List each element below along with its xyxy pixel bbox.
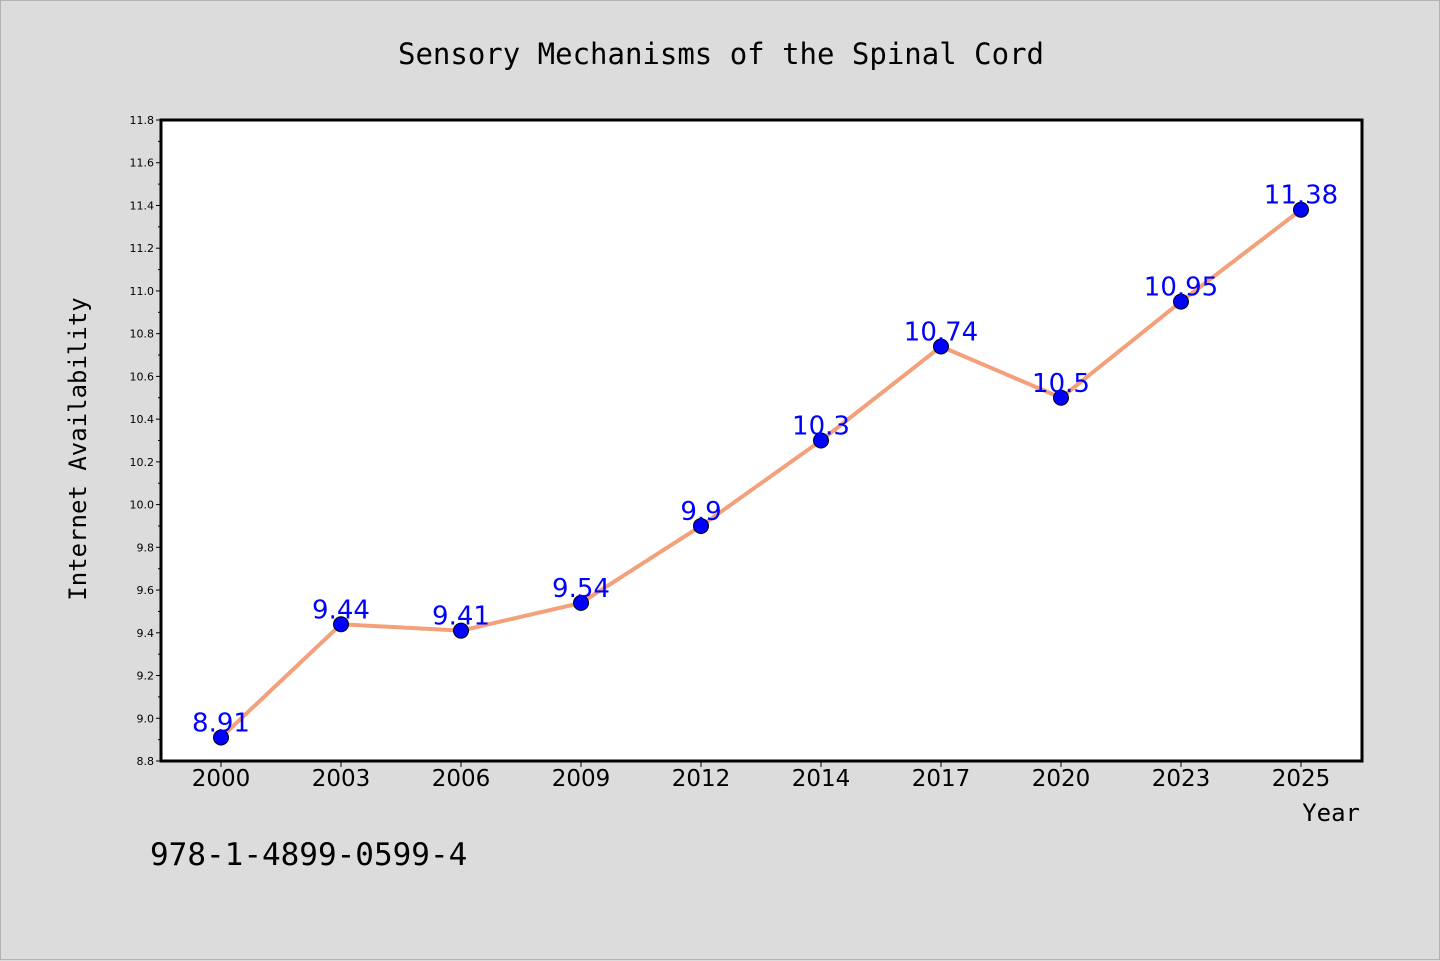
x-tick-label: 2020 [1032,766,1091,792]
data-point [453,622,469,639]
x-axis-ticks: 2000 2003 2006 2009 2012 2014 2017 2020 2023 2025 [192,761,1331,792]
y-tick-label: 11.6 [130,157,155,170]
data-label: 11.38 [1264,181,1338,211]
y-tick-label: 9.8 [137,541,155,554]
x-tick-label: 2000 [192,766,251,792]
x-tick-label: 2017 [912,766,971,792]
plot-area [161,120,1362,761]
data-point [1053,389,1069,406]
y-tick-label: 10.2 [130,456,155,469]
data-point [1293,201,1309,218]
series-line [219,207,1303,740]
data-point [1173,293,1189,310]
x-tick-label: 2003 [312,766,371,792]
data-point [933,338,949,355]
data-label: 9.41 [432,602,490,632]
data-label: 10.95 [1144,273,1218,303]
data-label: 10.5 [1032,369,1090,399]
y-tick-label: 9.4 [137,627,155,640]
x-axis-label: Year [1302,799,1360,827]
y-tick-label: 8.8 [137,755,155,768]
data-label: 9.9 [680,497,721,527]
chart-title: Sensory Mechanisms of the Spinal Cord [398,37,1044,71]
y-tick-label: 11.4 [130,199,155,212]
x-tick-label: 2023 [1152,766,1211,792]
data-label: 9.54 [552,574,610,604]
x-tick-label: 2014 [792,766,851,792]
y-tick-label: 9.6 [137,584,155,597]
y-tick-label: 11.2 [130,242,155,255]
x-tick-label: 2006 [432,766,491,792]
x-tick-label: 2009 [552,766,611,792]
data-point [213,729,229,746]
plot-border [159,118,1364,763]
y-tick-label: 9.2 [137,670,155,683]
data-point [573,594,589,611]
series-markers [213,201,1309,746]
data-label: 10.3 [792,412,850,442]
y-tick-label: 9.0 [137,712,155,725]
x-tick-label: 2012 [672,766,731,792]
data-point [693,517,709,534]
y-axis-ticks: 8.8 9.0 9.2 9.4 9.6 9.8 10.0 10.2 10.4 10.6 10.8 11… [130,114,161,768]
data-point [333,616,349,633]
data-label: 8.91 [192,708,250,738]
y-tick-label: 10.8 [130,328,155,341]
y-tick-label: 10.0 [130,499,155,512]
y-tick-label: 11.8 [130,114,155,127]
y-tick-label: 10.4 [130,413,155,426]
data-label: 10.74 [904,317,978,347]
data-point [813,432,829,449]
data-labels: 8.91 9.44 9.41 9.54 9.9 10.3 10.74 10.5 10.95 11.… [192,181,1338,739]
isbn-annotation: 978-1-4899-0599-4 [150,837,467,873]
y-tick-label: 10.6 [130,370,155,383]
y-tick-label: 11.0 [130,285,155,298]
x-tick-label: 2025 [1272,766,1331,792]
y-axis-label: Internet Availability [64,297,92,600]
data-label: 9.44 [312,595,370,625]
